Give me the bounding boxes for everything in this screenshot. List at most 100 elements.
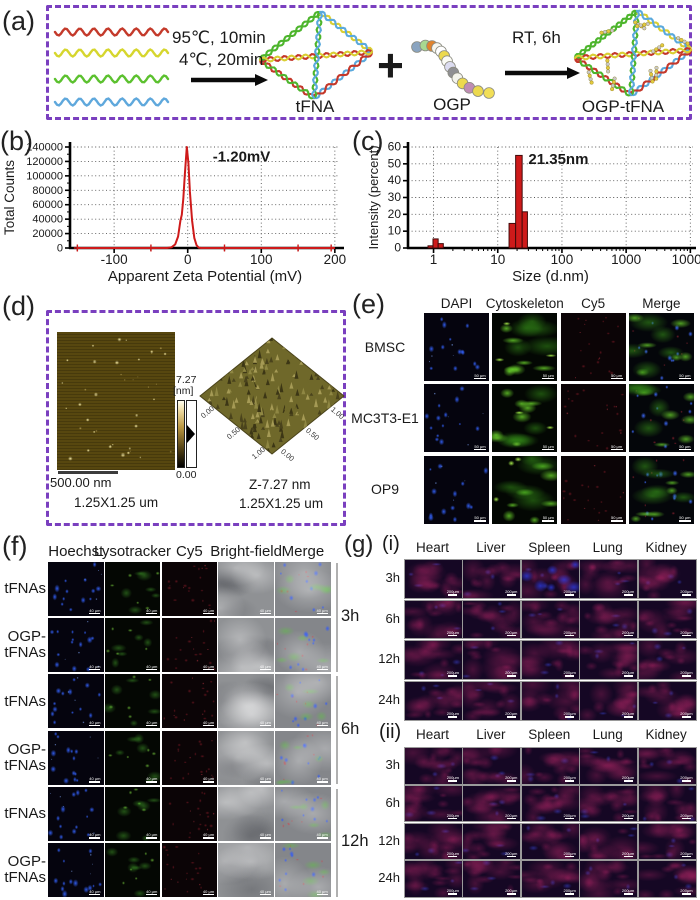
image-scale-bar: 200μm: [680, 812, 693, 820]
panel-g-ii-row-label: 6h: [385, 794, 400, 810]
panel-g-i-image-1-2: 200μm: [520, 599, 580, 640]
panel-f-image-2-2: 40 μm: [161, 674, 218, 729]
image-scale-bar: 50 μm: [678, 372, 691, 379]
panel-g-ii-image-1-4: 200μm: [637, 784, 697, 823]
dna-strand: [53, 48, 170, 58]
panel-e-label: (e): [352, 289, 385, 319]
panel-f-image-0-3: 40 μm: [218, 562, 274, 616]
panel-f-image-4-0: 40 μm: [48, 786, 104, 841]
image-scale-bar: 40 μm: [202, 888, 215, 895]
image-scale-bar: 200μm: [446, 711, 459, 718]
image-scale-bar: 50 μm: [678, 443, 691, 451]
panel-g-ii-image-0-1: 200μm: [462, 747, 522, 785]
image-scale-bar: 200μm: [446, 850, 459, 858]
incubation-condition: RT, 6h: [512, 28, 561, 47]
panel-e-image-2-3: 50 μm: [628, 455, 694, 524]
svg-text:100000: 100000: [26, 170, 63, 182]
dna-strand: [258, 10, 322, 62]
svg-text:21.35nm: 21.35nm: [528, 151, 588, 168]
panel-g-ii-image-1-0: 200μm: [404, 784, 463, 823]
image-scale-bar: 50 μm: [542, 515, 555, 522]
panel-g-ii-image-3-3: 200μm: [579, 860, 639, 898]
afm-3d-size-label: 1.25X1.25 um: [239, 496, 324, 511]
panel-g-i-row-label: 12h: [378, 651, 400, 667]
image-scale-bar: 200μm: [563, 888, 576, 895]
panel-g-ii-image-0-2: 200μm: [520, 747, 580, 785]
image-scale-bar: 50 μm: [610, 443, 623, 451]
image-scale-bar: 200μm: [563, 589, 576, 596]
image-scale-bar: 200μm: [680, 711, 693, 718]
panel-f-image-2-0: 40 μm: [48, 674, 104, 729]
panel-f-image-4-3: 40 μm: [218, 786, 274, 841]
image-scale-bar: 40 μm: [316, 719, 328, 727]
svg-text:60: 60: [388, 140, 402, 154]
panel-e-column-header: Cy5: [581, 296, 606, 311]
panel-g-i-column-header: Spleen: [528, 540, 571, 555]
image-scale-bar: 40 μm: [316, 663, 328, 671]
svg-text:40: 40: [388, 173, 402, 187]
panel-g-sub-i-label: (i): [382, 533, 400, 555]
svg-text:120000: 120000: [26, 156, 63, 168]
colorbar-min: 0.00: [176, 469, 197, 481]
panel-e-image-0-3: 50 μm: [628, 313, 694, 381]
panel-a-box: [46, 5, 692, 120]
image-scale-bar: 200μm: [563, 711, 576, 718]
image-scale-bar: 200μm: [563, 670, 576, 677]
image-scale-bar: 40 μm: [316, 776, 328, 783]
colorbar-max: 7.27: [176, 374, 197, 386]
dna-strand: [318, 10, 374, 54]
panel-f-image-2-3: 40 μm: [218, 674, 274, 729]
image-scale-bar: 40 μm: [316, 607, 328, 614]
size-bar: [437, 243, 444, 249]
panel-g-i-image-3-0: 200μm: [404, 681, 463, 721]
image-scale-bar: 40 μm: [89, 832, 101, 839]
panel-f-image-3-4: 40 μm: [275, 730, 331, 785]
afm-2d-size-label: 1.25X1.25 um: [74, 495, 159, 510]
image-scale-bar: 40 μm: [316, 888, 328, 895]
panel-f-image-2-1: 40 μm: [104, 674, 161, 729]
image-scale-bar: 200μm: [505, 670, 518, 677]
image-scale-bar: 200μm: [446, 812, 459, 820]
image-scale-bar: 200μm: [563, 850, 576, 858]
dna-strand: [53, 27, 170, 37]
image-scale-bar: 200μm: [621, 711, 635, 718]
panel-e-image-0-2: 50 μm: [560, 313, 626, 381]
panel-f-column-header: Hoechst: [48, 543, 104, 560]
image-scale-bar: 200μm: [621, 589, 635, 596]
svg-text:-100: -100: [101, 252, 128, 267]
panel-f-time-label: 6h: [341, 720, 360, 738]
panel-g-i-image-1-3: 200μm: [579, 599, 639, 640]
image-scale-bar: 200μm: [563, 629, 576, 637]
svg-text:20: 20: [388, 207, 402, 221]
panel-g-i-image-0-2: 200μm: [520, 559, 580, 599]
panel-f-row-label: tFNAs: [4, 580, 46, 598]
panel-f-image-5-3: 40 μm: [218, 843, 274, 897]
panel-g-i-image-2-3: 200μm: [579, 640, 639, 680]
panel-f-image-4-1: 40 μm: [104, 786, 161, 841]
panel-g-i-column-header: Kidney: [645, 540, 687, 555]
image-scale-bar: 40 μm: [202, 607, 215, 614]
svg-text:30: 30: [388, 190, 402, 204]
size-bar: [427, 245, 434, 249]
panel-f-image-5-0: 40 μm: [48, 843, 104, 897]
image-scale-bar: 40 μm: [202, 776, 215, 783]
afm-2d-image: [57, 332, 175, 470]
image-scale-bar: 200μm: [621, 670, 635, 677]
image-scale-bar: 40 μm: [89, 607, 101, 614]
svg-text:0: 0: [394, 241, 401, 255]
panel-g-ii-column-header: Spleen: [528, 727, 571, 742]
panel-g-ii-row-label: 24h: [378, 870, 400, 886]
image-scale-bar: 40 μm: [259, 888, 271, 895]
panel-g-ii-image-2-2: 200μm: [520, 822, 580, 861]
image-scale-bar: 50 μm: [474, 443, 486, 451]
colorbar-gradient: [177, 400, 185, 468]
image-scale-bar: 200μm: [563, 812, 576, 820]
image-scale-bar: 40 μm: [259, 776, 271, 783]
panel-g-ii-image-0-4: 200μm: [637, 747, 697, 785]
dna-strand: [53, 74, 170, 84]
panel-g-ii-row-label: 12h: [378, 832, 400, 848]
panel-f-row-label: tFNAs: [4, 692, 46, 710]
svg-text:60000: 60000: [32, 199, 63, 211]
panel-f-image-0-1: 40 μm: [104, 562, 161, 616]
panel-d-box: [46, 310, 346, 526]
